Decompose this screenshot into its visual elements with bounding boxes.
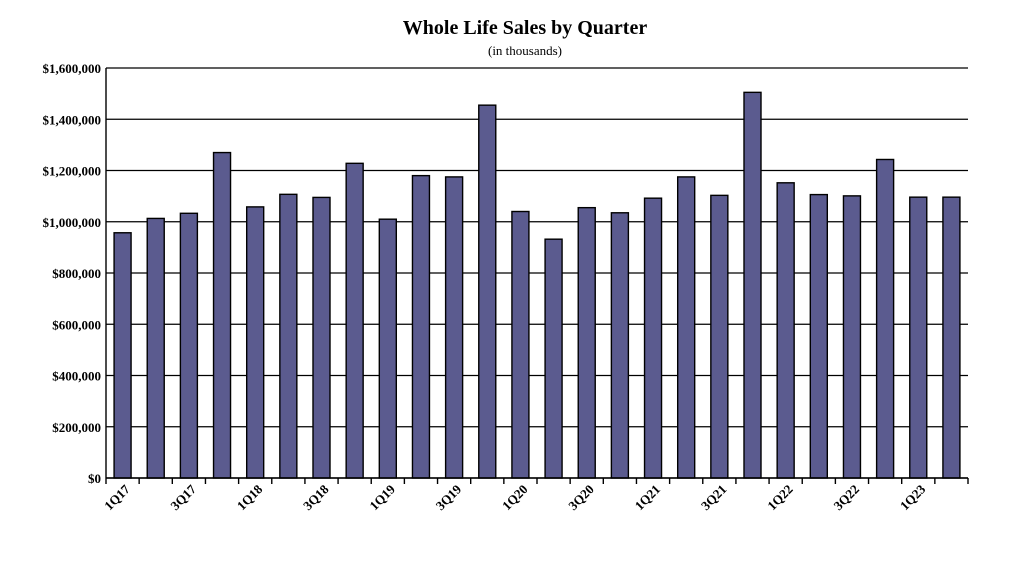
bar-4q19 xyxy=(478,104,497,479)
bar-3q21 xyxy=(710,194,729,479)
y-tick-label: $200,000 xyxy=(52,420,101,435)
x-axis-tick-labels: 1Q17 3Q17 1Q18 3Q18 1Q19 3Q19 1Q20 3Q20 1Q21 3Q21… xyxy=(101,481,929,513)
gridlines xyxy=(106,67,968,479)
y-tick-label: $400,000 xyxy=(52,369,101,384)
x-tick-label: 3Q22 xyxy=(831,482,863,514)
bar-1q18 xyxy=(245,206,265,479)
y-tick-label: $0 xyxy=(88,471,101,486)
x-tick-label: 3Q21 xyxy=(698,482,730,514)
bar-1q19 xyxy=(378,218,398,479)
y-tick-label: $1,400,000 xyxy=(43,112,102,127)
y-tick-label: $1,200,000 xyxy=(43,164,102,179)
bar-1q17 xyxy=(113,232,132,479)
x-tick-label: 1Q18 xyxy=(234,481,266,513)
x-tick-label: 3Q20 xyxy=(565,482,597,514)
x-tick-label: 3Q18 xyxy=(300,481,332,513)
bar-4q21 xyxy=(743,91,762,479)
chart-title: Whole Life Sales by Quarter xyxy=(403,17,648,39)
bar-2q19 xyxy=(411,174,431,479)
bar-3q20 xyxy=(577,206,596,479)
y-tick-label: $1,600,000 xyxy=(43,61,102,76)
bar-3q18 xyxy=(312,196,331,479)
bar-2q23 xyxy=(942,196,961,479)
bar-2q17 xyxy=(146,217,165,479)
x-tick-label: 1Q23 xyxy=(897,481,929,513)
bar-2q21 xyxy=(676,176,696,479)
y-tick-label: $800,000 xyxy=(52,266,101,281)
bar-2q22 xyxy=(809,193,829,479)
x-tick-label: 1Q20 xyxy=(499,482,531,514)
bar-3q17 xyxy=(179,212,199,479)
bars xyxy=(113,91,961,479)
x-tick-label: 1Q22 xyxy=(764,482,796,514)
x-tick-label: 3Q17 xyxy=(167,481,199,513)
bar-4q20 xyxy=(610,212,630,479)
bar-4q17 xyxy=(212,151,232,479)
bar-3q19 xyxy=(444,176,464,479)
x-tick-label: 1Q21 xyxy=(632,482,664,514)
x-tick-label: 1Q17 xyxy=(101,481,133,513)
bar-1q23 xyxy=(909,196,928,479)
y-tick-label: $600,000 xyxy=(52,317,101,332)
bar-4q18 xyxy=(345,162,364,479)
axes xyxy=(105,68,969,484)
y-axis-tick-labels: $0 $200,000 $400,000 $600,000 $800,000 $1,000… xyxy=(43,61,102,486)
bar-1q20 xyxy=(511,210,530,479)
bar-4q22 xyxy=(875,158,895,479)
bar-1q21 xyxy=(643,197,663,479)
bar-2q20 xyxy=(544,238,563,479)
bar-2q18 xyxy=(279,193,298,479)
y-tick-label: $1,000,000 xyxy=(43,215,102,230)
bar-1q22 xyxy=(776,182,795,479)
x-tick-label: 1Q19 xyxy=(366,481,398,513)
x-tick-label: 3Q19 xyxy=(433,481,465,513)
chart-subtitle: (in thousands) xyxy=(488,43,562,58)
bar-3q22 xyxy=(842,195,862,479)
